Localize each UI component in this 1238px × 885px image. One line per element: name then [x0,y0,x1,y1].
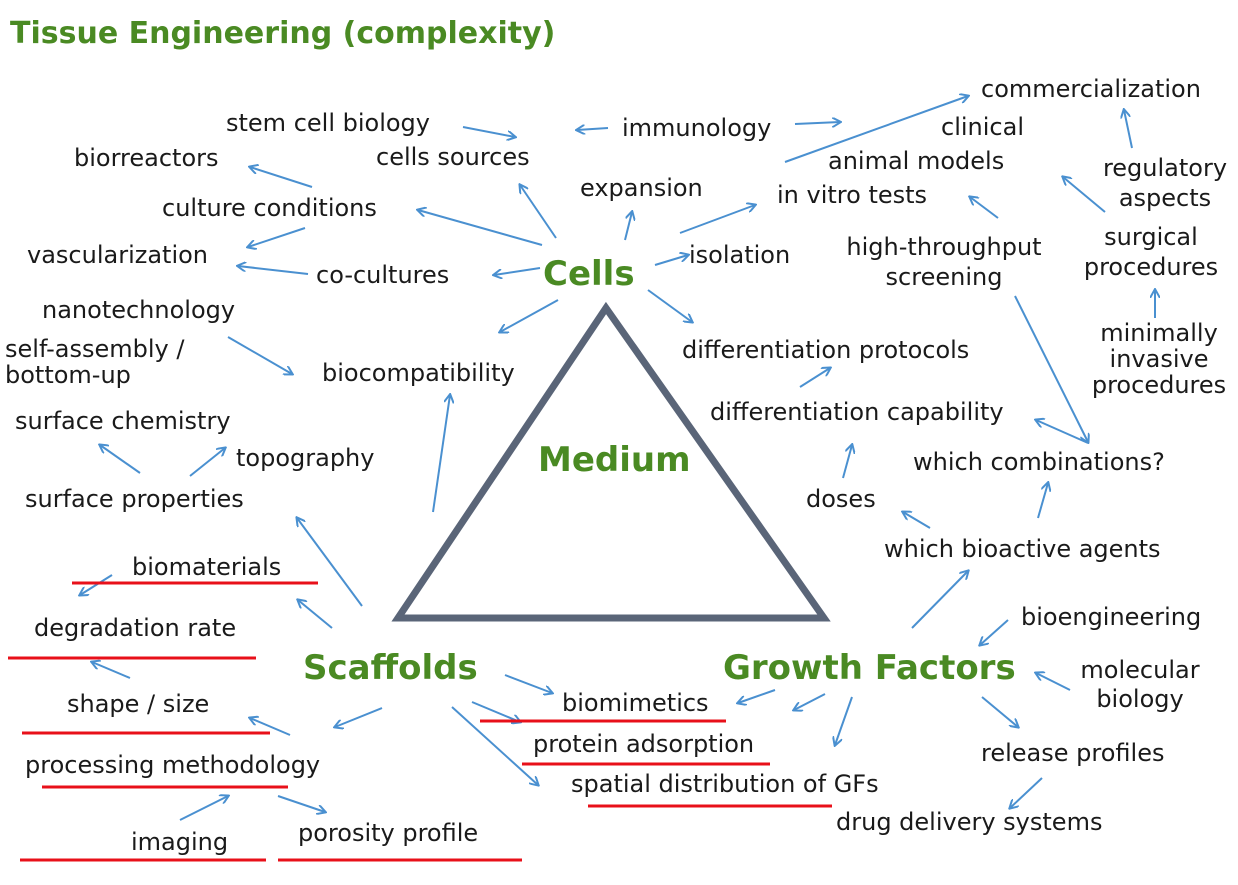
term-which-combinations: which combinations? [913,448,1165,476]
arrow-scaffolds-to-processing [335,707,383,727]
arrow-screening-to-combinations [1014,295,1088,442]
term-differentiation-protocols: differentiation protocols [682,336,970,364]
term-biomimetics: biomimetics [562,689,709,717]
term-minimally-invasive-procedures: minimally invasive procedures [1091,319,1227,399]
term-imaging: imaging [131,828,229,856]
term-co-cultures: co-cultures [316,261,450,289]
term-spatial-distribution-of-gfs: spatial distribution of GFs [571,770,879,798]
term-porosity-profile: porosity profile [298,819,479,847]
arrow-surgical-to-regulatory [1063,177,1106,213]
term-nanotechnology: nanotechnology [42,296,236,324]
arrow-scaffolds-to-spatial [451,706,538,785]
arrow-bioengineering-to-gf [980,619,1009,645]
arrow-gf-to-release [981,696,1018,727]
term-degradation-rate: degradation rate [34,614,237,642]
central-triangle [391,301,831,622]
arrow-doses-to-capability [842,445,852,479]
arrow-cells-to-differentiation-protocols [647,289,692,322]
arrows [80,96,1155,821]
term-which-bioactive-agents: which bioactive agents [884,535,1161,563]
term-high-throughput-screening: high-throughput screening [846,233,1042,291]
arrow-molecular-to-gf [1036,673,1071,691]
arrow-cells-to-co-cultures [494,267,541,275]
arrow-processing-to-shape [250,718,291,736]
arrow-bioactive-to-combinations [1037,483,1048,519]
arrow-scaffolds-to-surface-properties [297,518,363,607]
arrow-self-assembly-to-biocompatibility [227,336,292,374]
term-biorreactors: biorreactors [74,144,219,172]
arrow-culture-to-biorreactors [250,167,313,188]
term-isolation: isolation [689,241,791,269]
term-doses: doses [806,485,876,513]
arrow-capability-to-protocols [799,368,830,388]
arrow-stem-cell-to-cells-sources [462,126,515,137]
arrow-to-commercialization [784,96,968,163]
term-culture-conditions: culture conditions [162,194,377,222]
term-commercialization: commercialization [981,75,1201,103]
term-clinical: clinical [941,113,1024,141]
arrow-culture-to-vascularization [248,227,306,247]
term-molecular-biology: molecular biology [1080,656,1200,713]
arrow-regulatory-to-commercialization [1124,110,1133,149]
hub-cells: Cells [543,254,635,294]
hub-growth-factors: Growth Factors [723,648,1016,688]
arrow-cells-to-expansion [624,212,632,241]
arrow-gf-to-protein [794,693,826,710]
term-release-profiles: release profiles [981,739,1165,767]
arrow-gf-to-biomimetics [738,689,776,703]
arrow-cells-to-isolation [654,255,688,266]
term-surgical-procedures: surgical procedures [1083,223,1219,281]
term-surface-chemistry: surface chemistry [15,407,231,435]
term-expansion: expansion [580,174,703,202]
arrow-cells-to-culture-conditions [418,210,543,246]
arrow-scaffolds-to-degradation [298,600,333,629]
arrow-scaffolds-to-biomimetics [504,674,552,693]
term-shape-size: shape / size [67,690,210,718]
arrow-gf-to-bioactive [911,571,968,629]
arrow-bioactive-to-doses [903,512,931,529]
term-surface-properties: surface properties [25,485,244,513]
red-underlines [8,581,832,862]
term-stem-cell-biology: stem cell biology [226,109,430,137]
arrow-co-cultures-to-vascularization [238,266,309,275]
term-biomaterials: biomaterials [132,553,282,581]
arrow-gf-to-spatial [835,696,853,745]
arrow-surface-to-chemistry [100,445,141,474]
term-differentiation-capability: differentiation capability [710,398,1004,426]
term-regulatory-aspects: regulatory aspects [1102,154,1228,212]
term-processing-methodology: processing methodology [25,751,321,779]
arrow-scaffolds-to-biocompatibility [432,395,450,513]
term-vascularization: vascularization [27,241,209,269]
term-drug-delivery-systems: drug delivery systems [836,808,1103,836]
arrow-isolation-to-in-vitro [679,205,755,234]
arrow-biomaterials-to-degradation [80,574,113,595]
page-title: Tissue Engineering (complexity) [10,16,556,51]
term-protein-adsorption: protein adsorption [533,730,755,758]
arrow-processing-to-porosity [277,795,325,812]
arrow-shape-to-degradation [92,662,131,679]
hub-scaffolds: Scaffolds [303,648,478,688]
term-topography: topography [236,444,375,472]
arrow-release-to-drug [1010,777,1043,808]
term-self-assembly-bottom-up: self-assembly / bottom-up [5,335,185,389]
arrow-screening-to-in-vitro [970,197,999,219]
arrow-cells-to-biocompatibility [500,299,559,332]
term-bioengineering: bioengineering [1021,603,1202,631]
term-immunology: immunology [622,114,772,142]
term-biocompatibility: biocompatibility [322,359,515,387]
arrow-scaffolds-to-protein [471,701,520,722]
arrow-immunology-to-clinical [794,122,840,124]
arrow-imaging-to-processing [179,796,228,821]
arrow-immunology-to-cells-sources [577,128,609,130]
arrow-combinations-to-capability [1036,420,1089,444]
hub-medium: Medium [538,440,691,480]
term-cells-sources: cells sources [376,143,530,171]
term-in-vitro-tests: in vitro tests [777,181,928,209]
arrow-cells-to-cells-sources [520,185,557,239]
arrow-surface-to-topography [189,448,225,477]
term-animal-models: animal models [828,147,1005,175]
